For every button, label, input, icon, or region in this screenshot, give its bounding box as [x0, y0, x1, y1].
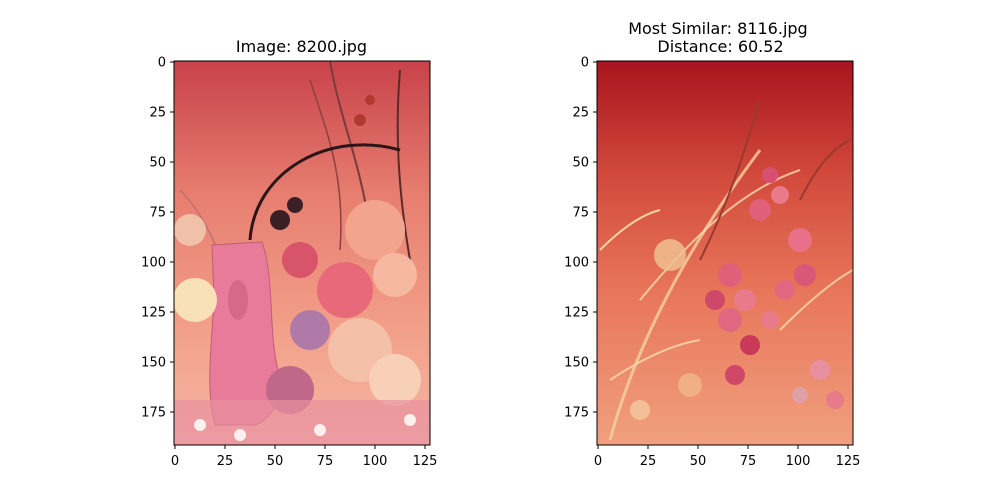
x-tick-label: 25 [217, 454, 234, 469]
rose [771, 186, 789, 204]
subplot-1-frame [173, 60, 431, 446]
grass [639, 169, 801, 301]
x-tick-label: 50 [690, 454, 707, 469]
x-tick-label: 125 [836, 454, 861, 469]
flower-cluster [678, 373, 702, 397]
flower [282, 242, 318, 278]
ground-pattern [174, 400, 430, 445]
flower [174, 214, 206, 246]
y-tick-label: 75 [572, 206, 589, 221]
flower [354, 114, 366, 126]
flower [317, 262, 373, 318]
image-background [597, 61, 853, 445]
subplot-2-title-line-1: Most Similar: 8116.jpg [628, 19, 808, 38]
y-tick-label: 100 [564, 256, 589, 271]
x-tick-label: 0 [594, 454, 602, 469]
flower [373, 253, 417, 297]
y-tick-label: 50 [149, 156, 166, 171]
y-tick-label: 125 [141, 306, 166, 321]
x-tick-label: 50 [267, 454, 284, 469]
flower [345, 200, 405, 260]
x-tick-label: 100 [786, 454, 811, 469]
rose [792, 387, 808, 403]
flower-cluster [654, 239, 686, 271]
image-8116 [597, 61, 853, 445]
grass [609, 339, 701, 381]
y-tick-label: 0 [158, 56, 166, 71]
rose [761, 311, 779, 329]
x-tick-label: 75 [740, 454, 757, 469]
subplot-2-ticks: 0 25 50 75 100 125 0 25 50 75 100 125 150 175 [564, 56, 860, 470]
rose [705, 290, 725, 310]
y-tick-label: 0 [581, 56, 589, 71]
rose [762, 167, 778, 183]
y-tick-label: 25 [572, 106, 589, 121]
subplot-1: Image: 8200.jpg [141, 37, 437, 469]
rose [749, 199, 771, 221]
y-tick-label: 125 [564, 306, 589, 321]
x-tick-label: 25 [640, 454, 657, 469]
flower [314, 424, 326, 436]
rose [794, 264, 816, 286]
stem [309, 79, 342, 251]
y-tick-label: 75 [149, 206, 166, 221]
subplot-2-title: Most Similar: 8116.jpg Distance: 60.52 [628, 19, 813, 56]
stem [396, 69, 411, 261]
image-8200 [174, 61, 430, 445]
y-tick-label: 175 [141, 406, 166, 421]
rose [718, 263, 742, 287]
flower [365, 95, 375, 105]
rose [826, 391, 844, 409]
y-tick-label: 25 [149, 106, 166, 121]
rose [788, 228, 812, 252]
subplot-2: Most Similar: 8116.jpg Distance: 60.52 [564, 19, 860, 469]
subplot-2-frame [596, 60, 854, 446]
y-tick-label: 175 [564, 406, 589, 421]
flower [270, 210, 290, 230]
rose [810, 360, 830, 380]
y-tick-label: 50 [572, 156, 589, 171]
flower [404, 414, 416, 426]
y-tick-label: 100 [141, 256, 166, 271]
grass [779, 269, 853, 331]
rose [725, 365, 745, 385]
x-tick-label: 125 [413, 454, 438, 469]
subplot-1-ticks: 0 25 50 75 100 125 0 25 50 75 100 125 150 175 [141, 56, 437, 470]
flower [369, 354, 421, 406]
vase-detail [228, 280, 248, 320]
grass [608, 149, 762, 441]
rose [740, 335, 760, 355]
flower [194, 419, 206, 431]
grass [699, 99, 761, 261]
x-tick-label: 0 [171, 454, 179, 469]
subplot-2-title-line-2: Distance: 60.52 [657, 37, 783, 56]
subplot-1-title: Image: 8200.jpg [236, 37, 367, 56]
flower [234, 429, 246, 441]
grass [599, 209, 661, 251]
flower [174, 278, 217, 322]
flower [287, 197, 303, 213]
rose [718, 308, 742, 332]
rose [775, 280, 795, 300]
arc-branch [248, 143, 401, 241]
y-tick-label: 150 [564, 356, 589, 371]
grass [799, 139, 851, 201]
flower [290, 310, 330, 350]
y-tick-label: 150 [141, 356, 166, 371]
flower-cluster [630, 400, 650, 420]
x-tick-label: 75 [317, 454, 334, 469]
x-tick-label: 100 [363, 454, 388, 469]
rose [734, 289, 756, 311]
